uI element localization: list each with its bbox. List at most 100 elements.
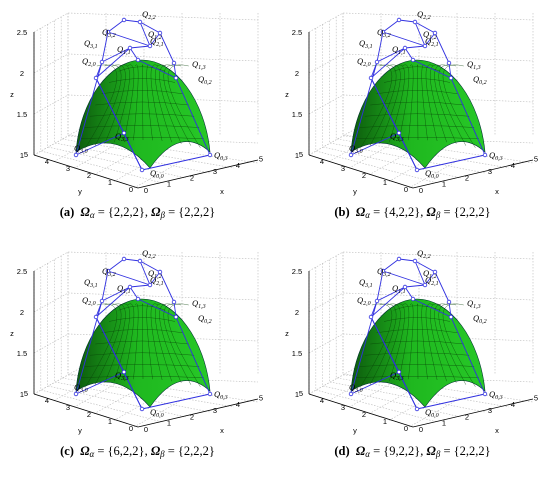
x-tick-label: 2 bbox=[190, 412, 194, 421]
beta-subscript: β bbox=[435, 449, 441, 459]
control-point-label: Q0,3 bbox=[214, 389, 228, 401]
y-tick-label: 5 bbox=[299, 389, 303, 398]
x-tick-label: 0 bbox=[419, 186, 423, 195]
y-tick-label: 0 bbox=[404, 424, 408, 433]
y-tick-label: 3 bbox=[341, 164, 345, 173]
alpha-value: = {2,2,2} bbox=[97, 205, 145, 219]
control-point-label: Q3,0 bbox=[349, 143, 363, 155]
control-point-label: Q1,2 bbox=[423, 29, 437, 41]
z-tick-label: 2.5 bbox=[17, 28, 27, 37]
control-point-label: Q0,0 bbox=[425, 168, 439, 180]
control-point-label: Q3,0 bbox=[74, 382, 88, 394]
x-axis-label: x bbox=[220, 187, 224, 196]
z-axis-label: z bbox=[285, 90, 289, 99]
alpha-subscript: α bbox=[89, 449, 95, 459]
axes bbox=[308, 271, 534, 428]
x-tick-label: 5 bbox=[534, 394, 538, 403]
axes bbox=[33, 271, 259, 428]
y-tick-label: 2 bbox=[87, 410, 91, 419]
y-axis-label: y bbox=[78, 187, 82, 196]
x-axis-label: x bbox=[220, 426, 224, 435]
z-tick-label: 1.5 bbox=[17, 110, 27, 119]
y-tick-label: 3 bbox=[66, 403, 70, 412]
z-tick-label: 2 bbox=[20, 308, 24, 317]
z-tick-label: 1 bbox=[295, 151, 299, 160]
omega-beta-symbol: Ω bbox=[151, 205, 161, 219]
y-tick-label: 1 bbox=[108, 178, 112, 187]
control-point-label: Q2,2 bbox=[417, 9, 431, 21]
caption-b: (b) Ωα = {4,2,2}, Ωβ = {2,2,2} bbox=[275, 205, 550, 220]
control-point-label: Q3,1 bbox=[359, 38, 373, 50]
control-point-label: Q0,3 bbox=[489, 389, 503, 401]
control-point-label: Q1,3 bbox=[467, 59, 481, 71]
x-tick-label: 1 bbox=[167, 419, 171, 428]
control-point-label: Q2,2 bbox=[142, 248, 156, 260]
omega-beta-symbol: Ω bbox=[426, 205, 436, 219]
z-tick-label: 1 bbox=[295, 390, 299, 399]
control-point-label: Q2,1 bbox=[150, 36, 164, 48]
caption-tag: (d) bbox=[334, 444, 350, 458]
z-tick-label: 2.5 bbox=[292, 28, 302, 37]
control-point-label: Q3,0 bbox=[74, 143, 88, 155]
axes bbox=[308, 32, 534, 189]
x-axis-label: x bbox=[495, 426, 499, 435]
y-tick-label: 1 bbox=[383, 417, 387, 426]
control-point-label: Q2,0 bbox=[357, 295, 371, 307]
omega-alpha-symbol: Ω bbox=[80, 205, 90, 219]
z-tick-label: 1.5 bbox=[292, 349, 302, 358]
caption-tag: (a) bbox=[59, 205, 75, 219]
y-tick-label: 4 bbox=[320, 396, 324, 405]
control-points bbox=[348, 256, 488, 412]
control-point-label: Q3,2 bbox=[102, 266, 116, 278]
y-tick-label: 3 bbox=[66, 164, 70, 173]
control-point-label: Q0,2 bbox=[198, 74, 212, 86]
x-tick-label: 4 bbox=[511, 400, 515, 409]
alpha-subscript: α bbox=[365, 210, 370, 220]
control-point-label: Q2,0 bbox=[357, 56, 371, 68]
x-tick-label: 0 bbox=[144, 425, 148, 434]
z-tick-label: 1.5 bbox=[17, 349, 27, 358]
subfigure-d: 1 1.5 2 2.5 0 1 2 3 4 5 0 1 2 3 4 5 z y x Q1,2 Q2,2 Q2,1 Q1,1 Q… bbox=[275, 239, 550, 478]
z-axis-label: z bbox=[285, 329, 289, 338]
y-tick-label: 1 bbox=[108, 417, 112, 426]
control-point-label: Q1,3 bbox=[467, 298, 481, 310]
control-points bbox=[348, 17, 488, 173]
beta-value: = {2,2,2} bbox=[443, 444, 491, 458]
alpha-value: = {4,2,2} bbox=[373, 205, 421, 219]
control-net bbox=[350, 258, 486, 410]
control-point-label: Q1,2 bbox=[148, 268, 162, 280]
separator: , bbox=[144, 205, 149, 219]
caption-a: (a) Ωα = {2,2,2}, Ωβ = {2,2,2} bbox=[0, 205, 275, 220]
control-point-label: Q3,2 bbox=[377, 266, 391, 278]
control-point-label: Q3,3 bbox=[390, 370, 404, 382]
z-tick-label: 2.5 bbox=[17, 267, 27, 276]
control-point-label: Q2,0 bbox=[82, 56, 96, 68]
y-tick-label: 4 bbox=[45, 157, 49, 166]
z-tick-label: 2 bbox=[295, 69, 299, 78]
y-tick-label: 5 bbox=[24, 150, 28, 159]
x-tick-label: 3 bbox=[488, 406, 492, 415]
control-point-label: Q0,0 bbox=[150, 407, 164, 419]
x-tick-label: 4 bbox=[236, 161, 240, 170]
beta-value: = {2,2,2} bbox=[168, 205, 216, 219]
control-net bbox=[75, 19, 211, 171]
control-point-label: Q3,1 bbox=[84, 38, 98, 50]
control-point-label: Q1,1 bbox=[392, 44, 406, 56]
control-point-label: Q3,3 bbox=[115, 131, 129, 143]
control-point-label: Q1,1 bbox=[392, 283, 406, 295]
control-point-label: Q1,3 bbox=[192, 59, 206, 71]
control-point-label: Q0,0 bbox=[425, 407, 439, 419]
control-point-label: Q1,1 bbox=[117, 44, 131, 56]
bezier-surface bbox=[350, 298, 486, 408]
beta-subscript: β bbox=[160, 449, 165, 459]
control-point-label: Q2,2 bbox=[142, 9, 156, 21]
z-tick-label: 2.5 bbox=[292, 267, 302, 276]
separator: , bbox=[420, 444, 424, 458]
control-point-label: Q2,2 bbox=[417, 248, 431, 260]
y-tick-label: 0 bbox=[404, 185, 408, 194]
subfigure-b: 1 1.5 2 2.5 0 1 2 3 4 5 0 1 2 3 4 5 z y x Q1,2 Q2,2 Q2,1 Q1,1 Q… bbox=[275, 0, 550, 239]
separator: , bbox=[420, 205, 424, 219]
